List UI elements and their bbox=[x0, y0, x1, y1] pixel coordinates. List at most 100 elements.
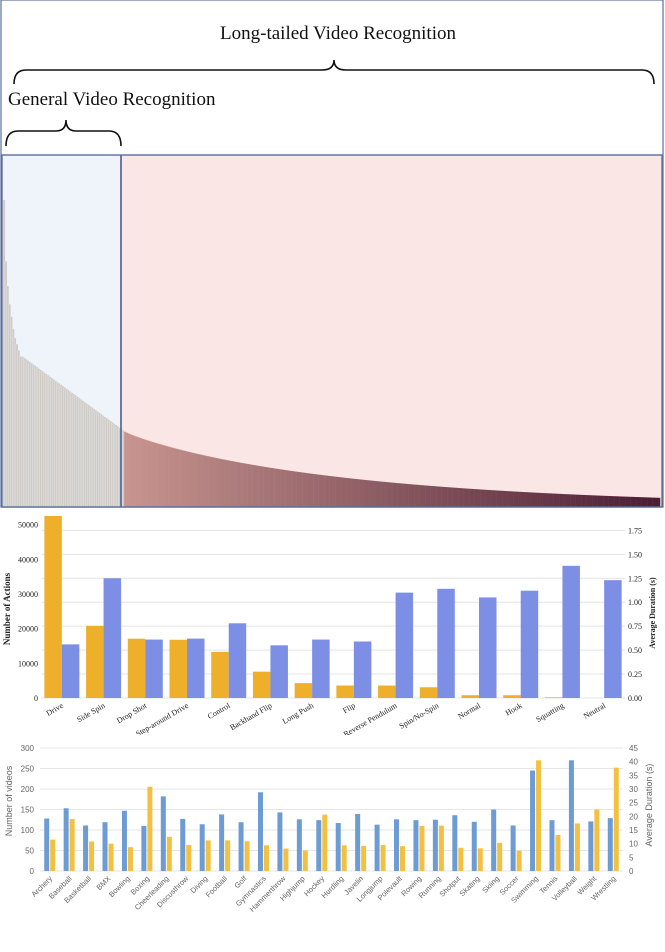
distribution-bar bbox=[193, 453, 196, 507]
actions-bar bbox=[86, 625, 104, 698]
y-tick-labels: 0 50 100 150 200 250 300 bbox=[21, 744, 35, 876]
chart-grid bbox=[40, 747, 623, 872]
distribution-bar bbox=[368, 480, 371, 507]
distribution-bar bbox=[241, 463, 244, 507]
distribution-bar bbox=[296, 471, 299, 507]
distribution-bar bbox=[37, 368, 40, 507]
distribution-bar bbox=[28, 361, 31, 507]
distribution-bar bbox=[597, 495, 600, 507]
distribution-bar bbox=[414, 484, 417, 507]
distribution-bar bbox=[386, 482, 389, 507]
actions-bar bbox=[503, 695, 521, 698]
distribution-bar bbox=[349, 478, 352, 507]
distribution-bar bbox=[487, 489, 490, 507]
distribution-bar bbox=[362, 479, 365, 507]
distribution-bar bbox=[571, 494, 574, 507]
y2-tick-label: 35 bbox=[629, 771, 638, 780]
duration-bar bbox=[89, 841, 95, 871]
distribution-bar bbox=[614, 496, 617, 507]
y2-tick-label: 0.25 bbox=[628, 670, 642, 679]
distribution-bar bbox=[256, 465, 259, 507]
y-tick-label: 20000 bbox=[18, 625, 38, 634]
x-tick-label: Spin/No-Spin bbox=[398, 701, 441, 731]
y-tick-label: 0 bbox=[30, 867, 35, 876]
sports-chart: 0 50 100 150 200 250 300 0 5 10 15 20 25 30 35 40 45 Ar… bbox=[4, 744, 654, 914]
distribution-bar bbox=[147, 440, 151, 507]
distribution-bar bbox=[324, 475, 327, 507]
distribution-bar bbox=[276, 468, 279, 507]
distribution-bar bbox=[287, 470, 290, 507]
distribution-bar bbox=[221, 459, 224, 507]
x-tick-label: Shotput bbox=[438, 873, 463, 898]
distribution-bar bbox=[61, 386, 64, 507]
long-tail-figure: Long-tailed Video Recognition General Vi… bbox=[0, 0, 664, 508]
x-tick-label: Drop Shot bbox=[115, 701, 149, 726]
y2-tick-label: 40 bbox=[629, 758, 638, 767]
distribution-bar bbox=[421, 485, 424, 507]
y2-tick-label: 25 bbox=[629, 799, 638, 808]
duration-bar bbox=[395, 592, 414, 698]
distribution-bar bbox=[331, 476, 334, 507]
distribution-bar bbox=[217, 458, 220, 507]
distribution-bar bbox=[81, 400, 84, 507]
distribution-bar bbox=[151, 441, 154, 507]
distribution-bar bbox=[559, 493, 562, 507]
distribution-bar bbox=[181, 450, 184, 507]
distribution-bar bbox=[232, 461, 235, 507]
distribution-bar bbox=[50, 378, 53, 507]
distribution-bar bbox=[89, 406, 92, 507]
distribution-bar bbox=[204, 455, 207, 507]
distribution-bar bbox=[59, 384, 62, 507]
distribution-bar bbox=[560, 493, 563, 507]
videos-bar bbox=[238, 822, 244, 871]
x-tick-label: Flip bbox=[341, 701, 357, 715]
distribution-bar bbox=[522, 492, 525, 507]
distribution-bar bbox=[500, 490, 503, 507]
distribution-bar bbox=[67, 390, 70, 507]
distribution-bar bbox=[437, 486, 441, 507]
chart-bars bbox=[44, 760, 619, 871]
distribution-bar bbox=[377, 481, 380, 507]
x-tick-label: Side Spin bbox=[75, 701, 106, 724]
duration-bar bbox=[520, 590, 539, 698]
y2-tick-label: 0.75 bbox=[628, 622, 642, 631]
videos-bar bbox=[491, 809, 497, 871]
distribution-bar bbox=[529, 492, 532, 507]
y-axis-label: Number of Actions bbox=[2, 572, 12, 645]
actions-bar bbox=[544, 697, 563, 698]
actions-bar bbox=[294, 683, 313, 698]
y2-tick-label: 0 bbox=[629, 867, 634, 876]
distribution-bar bbox=[379, 481, 382, 507]
distribution-bar bbox=[566, 494, 569, 507]
distribution-bar bbox=[650, 497, 653, 507]
videos-bar bbox=[83, 825, 89, 871]
distribution-bar bbox=[423, 485, 426, 507]
videos-bar bbox=[432, 819, 438, 871]
distribution-bar bbox=[292, 471, 296, 507]
distribution-bar bbox=[177, 449, 180, 507]
actions-bar bbox=[252, 671, 271, 698]
videos-bar bbox=[102, 822, 108, 871]
distribution-bar bbox=[417, 484, 420, 507]
distribution-bar bbox=[575, 494, 578, 507]
y2-tick-label: 1.75 bbox=[628, 526, 642, 535]
videos-bar bbox=[549, 820, 555, 871]
distribution-bar bbox=[432, 486, 435, 507]
distribution-bar bbox=[36, 367, 39, 507]
x-tick-label: Bowling bbox=[107, 874, 132, 899]
videos-bar bbox=[180, 818, 186, 871]
distribution-bar bbox=[634, 496, 637, 507]
distribution-bar bbox=[283, 469, 286, 507]
duration-bar bbox=[69, 819, 75, 871]
y-tick-labels: 0 10000 20000 30000 40000 50000 bbox=[18, 521, 38, 703]
y2-tick-label: 5 bbox=[629, 853, 634, 862]
distribution-bar bbox=[258, 465, 261, 507]
videos-bar bbox=[316, 820, 322, 871]
distribution-bar bbox=[502, 490, 505, 507]
distribution-bar bbox=[584, 495, 587, 507]
distribution-bar bbox=[470, 488, 474, 507]
distribution-bar bbox=[63, 387, 66, 507]
distribution-bar bbox=[100, 414, 103, 507]
distribution-bar bbox=[342, 477, 345, 507]
distribution-bar bbox=[263, 466, 266, 507]
